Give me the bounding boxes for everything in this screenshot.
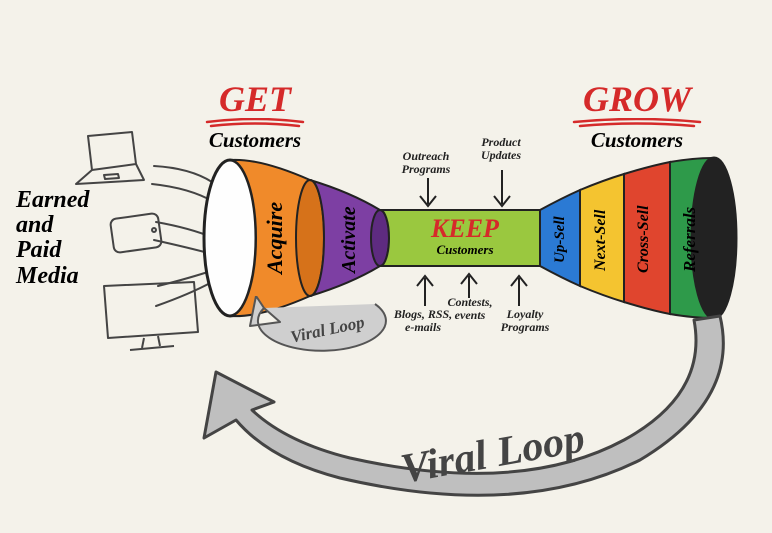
seg-acquire-label: Acquire [262,178,288,298]
seg-crosssell-label: Cross-Sell [635,186,653,292]
arrow-loyalty [504,268,534,308]
seg-upsell-label: Up-Sell [552,204,569,276]
get-underline [205,118,305,128]
media-line2: and [16,213,89,238]
keep-sub: Customers [400,242,530,258]
grow-heading: GROW [562,78,712,120]
get-heading: GET [200,78,310,120]
grow-underline [572,118,702,128]
arrow-blogs [410,268,440,308]
label-product-updates: Product Updates [466,136,536,161]
media-label: Earned and Paid Media [16,188,89,289]
grow-sub: Customers [562,128,712,153]
viral-loop-big-arrow [200,310,760,520]
keep-heading-block: KEEP Customers [400,216,530,258]
seg-referrals-label: Referrals [680,180,700,298]
get-heading-block: GET Customers [200,78,310,153]
arrow-outreach [410,176,446,216]
media-line4: Media [16,264,89,289]
keep-heading: KEEP [400,216,530,242]
arrow-product-updates [484,168,520,216]
label-outreach: Outreach Programs [388,150,464,175]
seg-activate-label: Activate [338,194,361,286]
seg-nextsell-label: Next-Sell [592,194,610,286]
grow-heading-block: GROW Customers [562,78,712,153]
laptop-icon [70,130,150,190]
media-line1: Earned [16,188,89,213]
get-sub: Customers [200,128,310,153]
media-line3: Paid [16,238,89,263]
